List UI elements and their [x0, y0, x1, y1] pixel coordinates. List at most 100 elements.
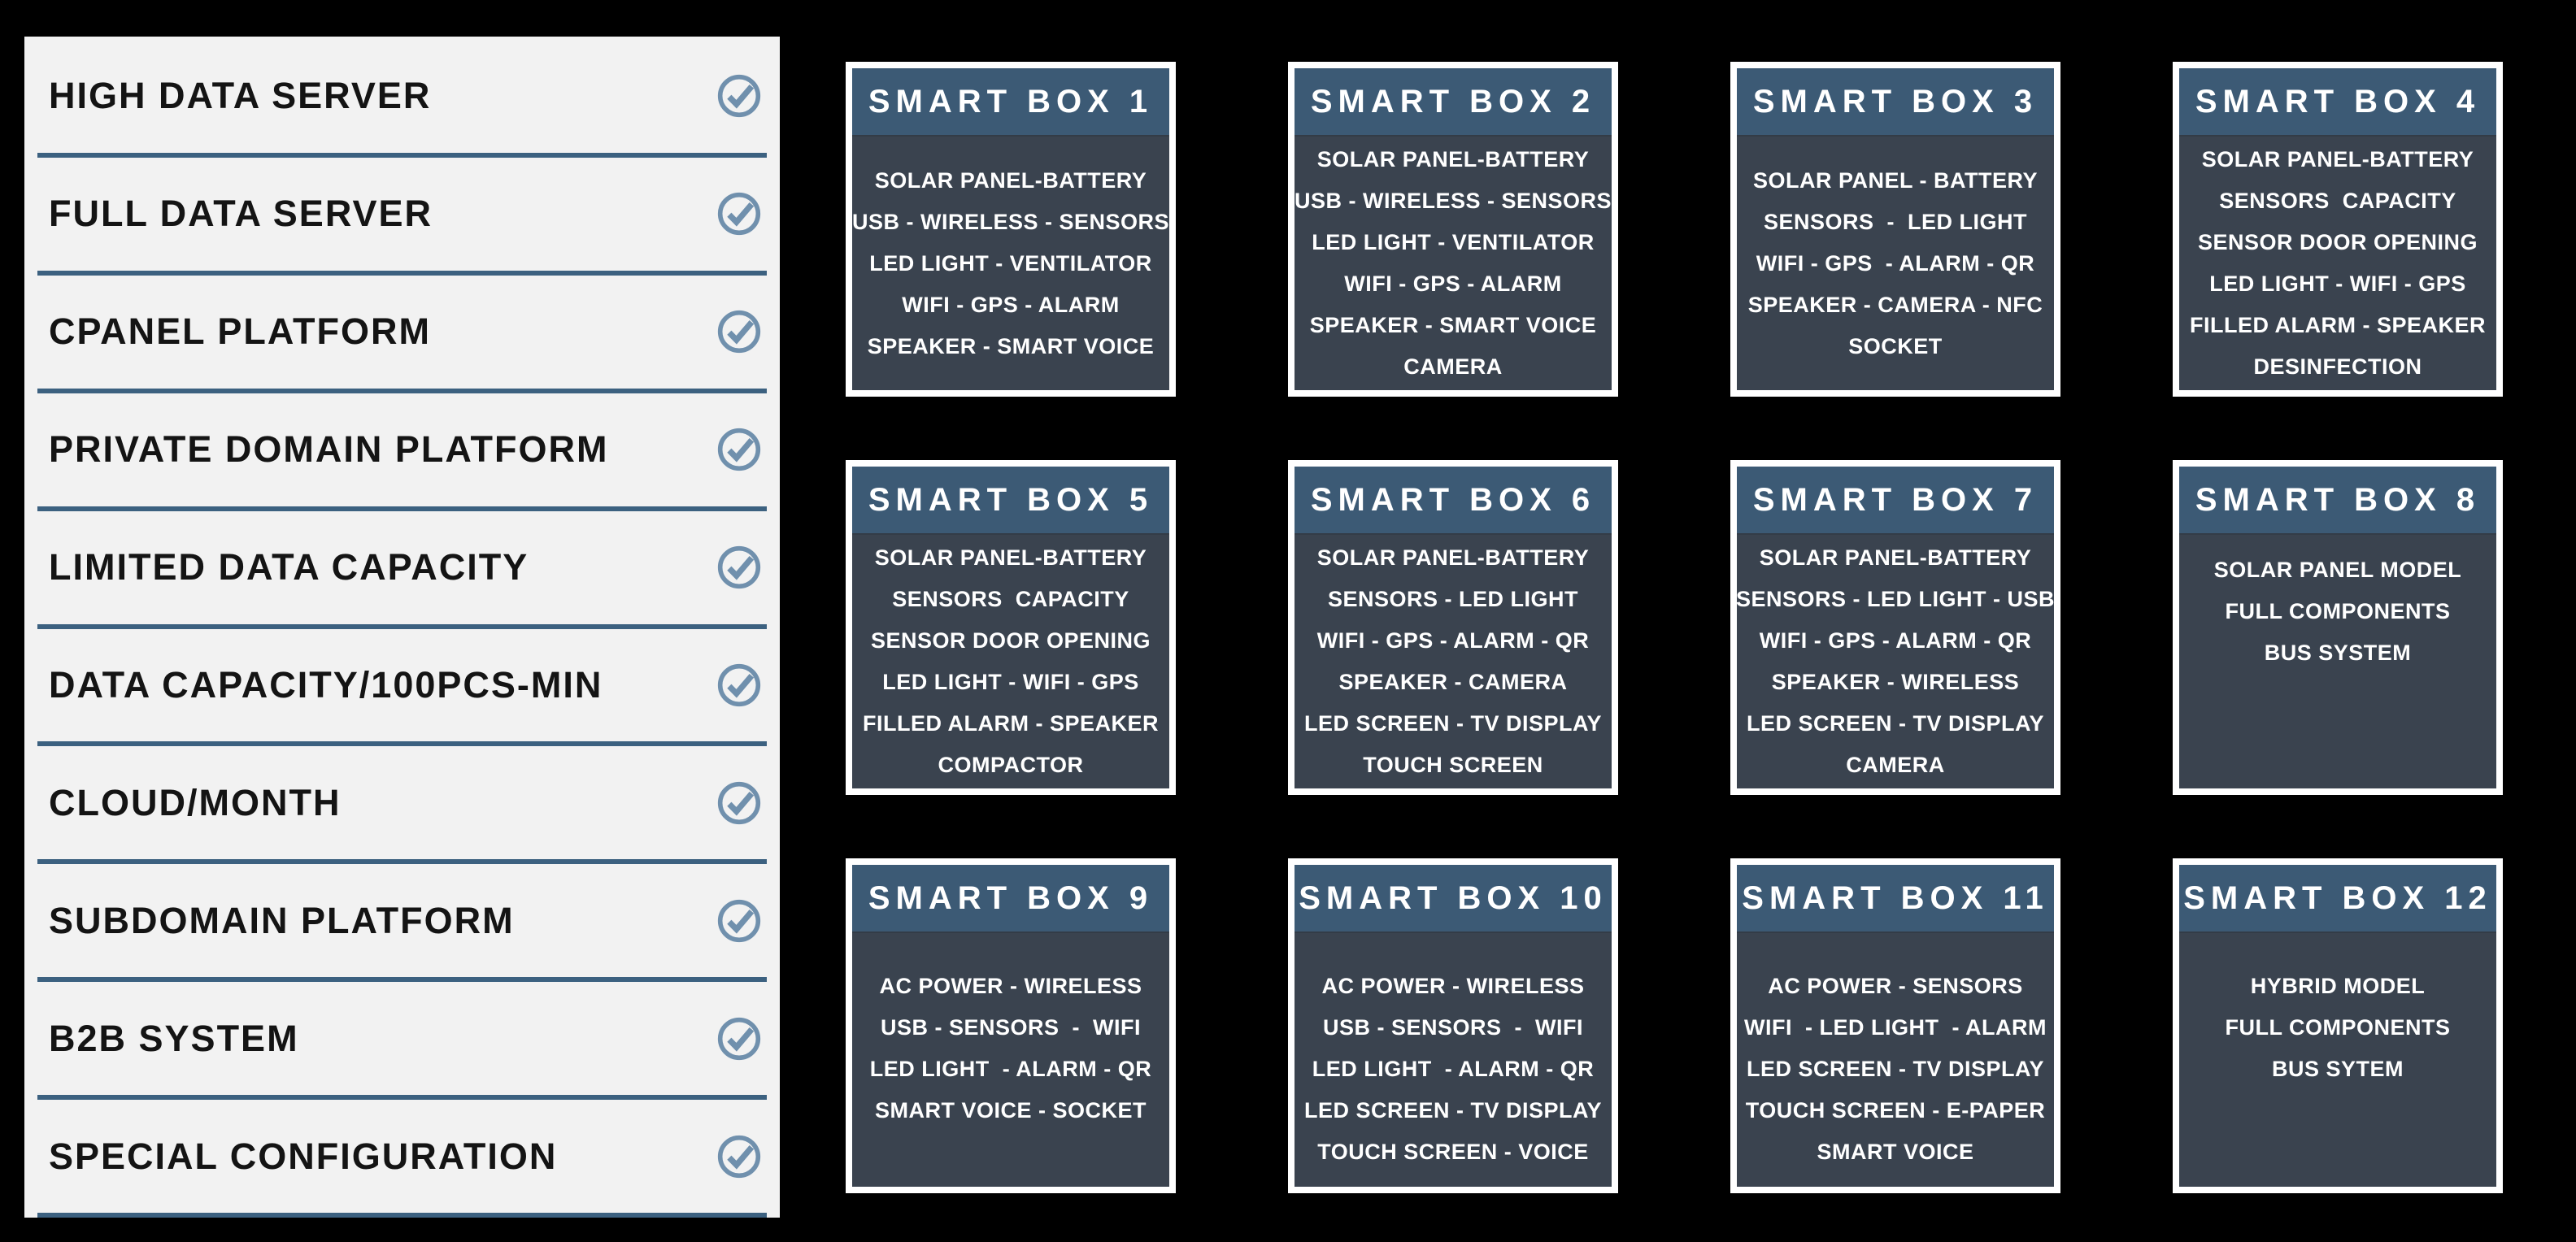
check-circle-icon [716, 427, 762, 472]
feature-line: SENSORS - LED LIGHT [1327, 587, 1579, 611]
feature-line: WIFI - GPS - ALARM [1344, 271, 1562, 296]
check-circle-icon [716, 1016, 762, 1062]
feature-line: SOLAR PANEL-BATTERY [1316, 147, 1590, 172]
feature-line: SPEAKER - CAMERA - NFC [1747, 292, 2043, 317]
feature-checklist-sidebar: HIGH DATA SERVER FULL DATA SERVER CPANEL… [24, 37, 780, 1218]
divider [37, 623, 767, 629]
smart-box-card-10: SMART BOX 10 AC POWER - WIRELESS USB - S… [1288, 858, 1618, 1193]
sidebar-item: DATA CAPACITY/100PCS-MIN [24, 629, 780, 747]
feature-line: WIFI - LED LIGHT - ALARM [1744, 1015, 2047, 1040]
smart-box-features: HYBRID MODEL FULL COMPONENTS BUS SYTEM [2179, 933, 2496, 1187]
feature-line: SENSORS - LED LIGHT [1763, 209, 2028, 234]
feature-line: COMPACTOR [938, 753, 1084, 777]
feature-line: LED SCREEN - TV DISPLAY [1303, 1098, 1603, 1123]
sidebar-item: B2B SYSTEM [24, 982, 780, 1101]
feature-line: SPEAKER - SMART VOICE [1309, 313, 1597, 337]
feature-line: SOLAR PANEL-BATTERY [1759, 545, 2032, 570]
feature-line: LED LIGHT - ALARM - QR [1312, 1057, 1595, 1081]
sidebar-item: PRIVATE DOMAIN PLATFORM [24, 393, 780, 511]
feature-line: SMART VOICE [1817, 1140, 1974, 1164]
smart-box-title: SMART BOX 6 [1310, 481, 1596, 518]
sidebar-item-row: SUBDOMAIN PLATFORM [24, 864, 780, 977]
smart-box-card-6: SMART BOX 6 SOLAR PANEL-BATTERY SENSORS … [1288, 460, 1618, 795]
feature-line: USB - WIRELESS - SENSORS [1294, 189, 1612, 213]
sidebar-item-row: SPECIAL CONFIGURATION [24, 1100, 780, 1213]
divider [37, 859, 767, 865]
check-circle-icon [716, 545, 762, 590]
check-circle-icon [716, 309, 762, 354]
feature-line: USB - SENSORS - WIFI [880, 1015, 1141, 1040]
feature-line: SENSORS CAPACITY [2219, 189, 2456, 213]
divider [37, 270, 767, 276]
feature-label: B2B SYSTEM [49, 1017, 299, 1059]
sidebar-item-row: CLOUD/MONTH [24, 746, 780, 859]
feature-line: SOLAR PANEL-BATTERY [874, 545, 1147, 570]
feature-line: LED LIGHT - VENTILATOR [1312, 230, 1595, 254]
smart-box-title: SMART BOX 3 [1752, 83, 2039, 119]
feature-line: LED SCREEN - TV DISPLAY [1303, 711, 1603, 736]
smart-box-header: SMART BOX 8 [2179, 467, 2496, 535]
check-circle-icon [716, 73, 762, 119]
feature-line: SOLAR PANEL-BATTERY [2201, 147, 2474, 172]
feature-line: SENSORS - LED LIGHT - USB [1735, 587, 2056, 611]
smart-box-card-4: SMART BOX 4 SOLAR PANEL-BATTERY SENSORS … [2173, 62, 2503, 397]
feature-line: SENSOR DOOR OPENING [2197, 230, 2478, 254]
smart-box-title: SMART BOX 1 [868, 83, 1154, 119]
divider [37, 388, 767, 393]
feature-line: SENSORS CAPACITY [892, 587, 1129, 611]
smart-box-features: SOLAR PANEL-BATTERY USB - WIRELESS - SEN… [852, 137, 1169, 390]
smart-box-features: SOLAR PANEL-BATTERY SENSORS - LED LIGHT … [1295, 535, 1612, 788]
feature-line: WIFI - GPS - ALARM - QR [1756, 250, 2035, 276]
check-circle-icon [716, 662, 762, 708]
smart-box-card-2: SMART BOX 2 SOLAR PANEL-BATTERY USB - WI… [1288, 62, 1618, 397]
smart-box-features: SOLAR PANEL-BATTERY SENSORS - LED LIGHT … [1735, 535, 2056, 788]
smart-box-features: AC POWER - SENSORS WIFI - LED LIGHT - AL… [1737, 933, 2054, 1187]
divider [37, 741, 767, 747]
smart-box-features: AC POWER - WIRELESS USB - SENSORS - WIFI… [1295, 933, 1612, 1187]
smart-box-title: SMART BOX 12 [2183, 879, 2492, 916]
feature-line: SOCKET [1848, 333, 1943, 358]
feature-label: HIGH DATA SERVER [49, 75, 432, 117]
sidebar-item-row: DATA CAPACITY/100PCS-MIN [24, 629, 780, 742]
smart-box-header: SMART BOX 11 [1737, 865, 2054, 933]
smart-box-card-5: SMART BOX 5 SOLAR PANEL-BATTERY SENSORS … [846, 460, 1176, 795]
smart-box-card-3: SMART BOX 3 SOLAR PANEL - BATTERY SENSOR… [1730, 62, 2060, 397]
feature-line: AC POWER - WIRELESS [879, 974, 1142, 998]
smart-box-header: SMART BOX 1 [852, 68, 1169, 137]
feature-label: CPANEL PLATFORM [49, 310, 431, 353]
feature-line: LED LIGHT - WIFI - GPS [882, 670, 1139, 694]
divider [37, 1213, 767, 1218]
smart-box-header: SMART BOX 6 [1295, 467, 1612, 535]
check-circle-icon [716, 1134, 762, 1179]
sidebar-item-row: PRIVATE DOMAIN PLATFORM [24, 393, 780, 506]
feature-line: LED LIGHT - ALARM - QR [869, 1057, 1152, 1081]
divider [37, 977, 767, 983]
feature-line: SPEAKER - WIRELESS [1771, 670, 2020, 694]
feature-line: USB - WIRELESS - SENSORS [851, 209, 1170, 234]
sidebar-item: LIMITED DATA CAPACITY [24, 511, 780, 629]
smart-box-card-7: SMART BOX 7 SOLAR PANEL-BATTERY SENSORS … [1730, 460, 2060, 795]
feature-label: SUBDOMAIN PLATFORM [49, 899, 515, 941]
sidebar-item-row: B2B SYSTEM [24, 982, 780, 1095]
feature-line: LED SCREEN - TV DISPLAY [1746, 711, 2045, 736]
sidebar-item: CLOUD/MONTH [24, 746, 780, 865]
smart-box-card-9: SMART BOX 9 AC POWER - WIRELESS USB - SE… [846, 858, 1176, 1193]
feature-line: SMART VOICE - SOCKET [874, 1098, 1147, 1123]
sidebar-item: CPANEL PLATFORM [24, 276, 780, 393]
feature-line: TOUCH SCREEN - VOICE [1317, 1140, 1589, 1164]
smart-box-title: SMART BOX 9 [868, 879, 1154, 916]
sidebar-item: HIGH DATA SERVER [24, 40, 780, 158]
smart-box-header: SMART BOX 5 [852, 467, 1169, 535]
feature-line: FULL COMPONENTS [2225, 1015, 2451, 1040]
sidebar-item: SPECIAL CONFIGURATION [24, 1100, 780, 1218]
feature-line: LED LIGHT - WIFI - GPS [2209, 271, 2466, 296]
sidebar-item-row: HIGH DATA SERVER [24, 40, 780, 153]
sidebar-item-row: LIMITED DATA CAPACITY [24, 511, 780, 624]
divider [37, 1095, 767, 1101]
feature-line: USB - SENSORS - WIFI [1322, 1015, 1583, 1040]
feature-line: SPEAKER - SMART VOICE [867, 333, 1155, 358]
feature-label: LIMITED DATA CAPACITY [49, 546, 529, 588]
feature-line: FILLED ALARM - SPEAKER [863, 711, 1159, 736]
sidebar-item: FULL DATA SERVER [24, 158, 780, 276]
sidebar-item-row: FULL DATA SERVER [24, 158, 780, 271]
